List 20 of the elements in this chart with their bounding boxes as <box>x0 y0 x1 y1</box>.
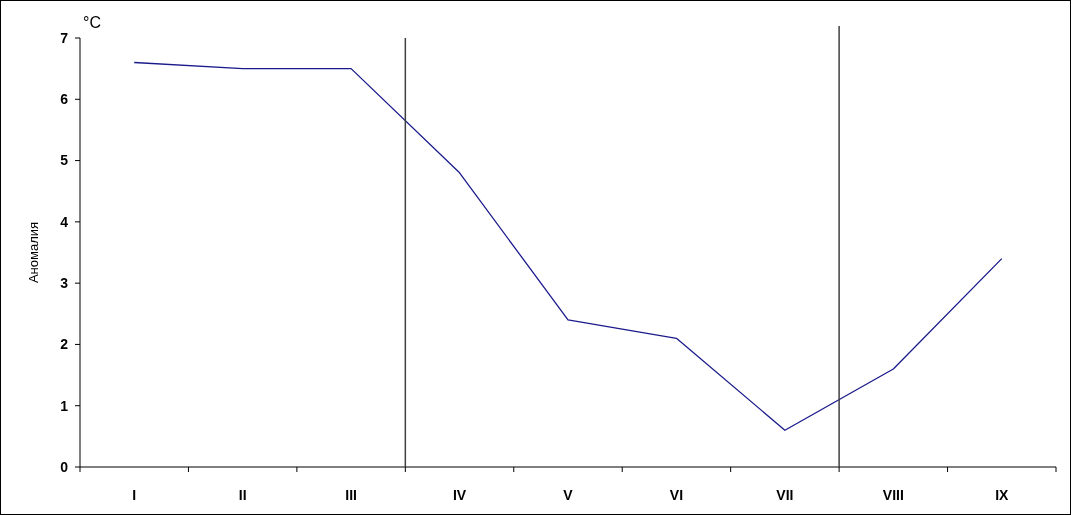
x-tick-label: II <box>238 487 247 503</box>
x-tick-label: V <box>563 487 574 503</box>
x-tick-label: I <box>132 487 137 503</box>
y-tick-label: 6 <box>60 91 69 108</box>
y-tick-label: 4 <box>60 213 69 230</box>
y-axis-title: Аномалия <box>26 221 41 284</box>
y-tick-label: 7 <box>60 29 69 46</box>
x-tick-label: IX <box>995 487 1010 503</box>
x-tick-label: VII <box>776 487 794 503</box>
y-tick-label: 3 <box>60 275 69 292</box>
y-tick-label: 2 <box>60 336 69 353</box>
text: °C <box>83 14 101 31</box>
x-tick-label: VIII <box>882 487 904 503</box>
x-tick-label: IV <box>452 487 467 503</box>
y-tick-label: 1 <box>60 397 69 414</box>
x-tick-label: III <box>345 487 357 503</box>
line-series <box>133 61 1003 431</box>
y-tick-label: 5 <box>60 152 69 169</box>
y-tick-label: 0 <box>60 458 69 475</box>
x-tick-label: VI <box>669 487 684 503</box>
